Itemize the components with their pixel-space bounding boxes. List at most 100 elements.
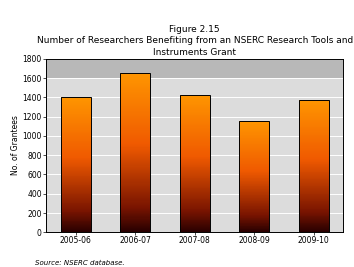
Bar — [180, 181, 210, 182]
Bar — [180, 183, 210, 184]
Bar — [299, 204, 329, 205]
Bar — [180, 228, 210, 229]
Bar — [61, 209, 91, 210]
Bar — [180, 212, 210, 213]
Bar — [120, 224, 150, 225]
Bar — [61, 224, 91, 225]
Bar — [61, 215, 91, 216]
Bar — [180, 200, 210, 201]
Bar — [239, 164, 269, 165]
Bar — [180, 198, 210, 199]
Bar — [239, 202, 269, 203]
Bar — [299, 122, 329, 123]
Bar — [239, 182, 269, 183]
Bar — [61, 172, 91, 173]
Bar — [299, 126, 329, 127]
Bar — [299, 154, 329, 155]
Bar — [239, 154, 269, 155]
Bar — [239, 150, 269, 151]
Bar — [299, 192, 329, 193]
Bar — [299, 227, 329, 228]
Text: Source: NSERC database.: Source: NSERC database. — [35, 260, 125, 266]
Bar — [239, 166, 269, 167]
Bar — [299, 146, 329, 147]
Bar — [61, 105, 91, 106]
Bar — [180, 144, 210, 145]
Bar — [120, 154, 150, 155]
Bar — [61, 152, 91, 153]
Bar — [299, 156, 329, 158]
Bar — [299, 160, 329, 161]
Bar — [120, 177, 150, 178]
Bar — [299, 201, 329, 202]
Bar — [239, 139, 269, 140]
Bar — [61, 102, 91, 103]
Bar — [61, 188, 91, 189]
Bar — [120, 186, 150, 187]
Bar — [61, 99, 91, 100]
Bar — [299, 116, 329, 117]
Bar — [239, 121, 269, 122]
Bar — [180, 165, 210, 166]
Bar — [120, 219, 150, 221]
Bar — [120, 197, 150, 198]
Bar — [61, 146, 91, 147]
Bar — [120, 138, 150, 139]
Bar — [120, 223, 150, 224]
Bar — [61, 119, 91, 120]
Bar — [120, 221, 150, 222]
Bar — [180, 209, 210, 210]
Bar — [120, 148, 150, 150]
Bar — [180, 134, 210, 135]
Bar — [61, 145, 91, 146]
Bar — [299, 190, 329, 191]
Bar — [120, 86, 150, 87]
Bar — [239, 203, 269, 204]
Bar — [299, 205, 329, 206]
Bar — [239, 193, 269, 194]
Bar — [120, 76, 150, 77]
Bar — [299, 117, 329, 118]
Bar — [299, 108, 329, 109]
Bar — [299, 173, 329, 174]
Bar — [120, 83, 150, 84]
Bar — [299, 144, 329, 145]
Bar — [120, 136, 150, 137]
Bar — [120, 210, 150, 211]
Bar — [180, 208, 210, 209]
Bar — [120, 115, 150, 116]
Bar — [239, 121, 269, 232]
Bar — [120, 189, 150, 190]
Bar — [120, 170, 150, 171]
Bar — [61, 218, 91, 219]
Bar — [61, 201, 91, 202]
Bar — [299, 131, 329, 132]
Bar — [239, 147, 269, 148]
Bar — [180, 222, 210, 223]
Bar — [180, 116, 210, 117]
Bar — [239, 176, 269, 177]
Bar — [120, 90, 150, 91]
Bar — [120, 147, 150, 148]
Bar — [61, 206, 91, 207]
Bar — [299, 184, 329, 185]
Bar — [120, 222, 150, 223]
Bar — [299, 186, 329, 187]
Bar — [239, 144, 269, 145]
Bar — [120, 229, 150, 230]
Bar — [61, 137, 91, 138]
Bar — [61, 140, 91, 142]
Bar — [239, 190, 269, 191]
Bar — [180, 119, 210, 120]
Bar — [61, 204, 91, 205]
Bar — [120, 109, 150, 110]
Bar — [299, 101, 329, 102]
Bar — [180, 218, 210, 219]
Bar — [299, 198, 329, 199]
Bar — [299, 207, 329, 209]
Bar — [180, 104, 210, 105]
Bar — [239, 175, 269, 176]
Bar — [239, 226, 269, 227]
Bar — [180, 132, 210, 133]
Bar — [299, 147, 329, 148]
